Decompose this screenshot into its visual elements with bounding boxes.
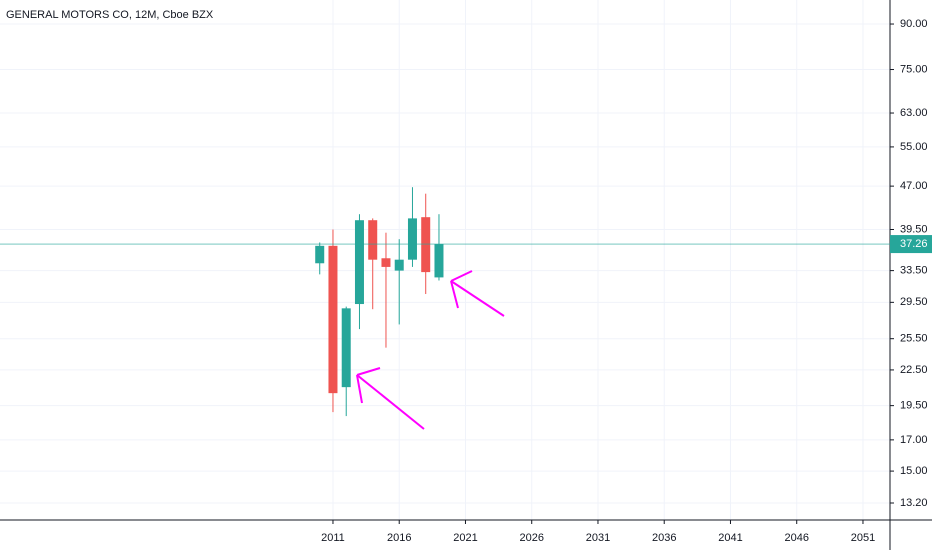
y-tick-label: 29.50	[900, 296, 928, 308]
candle-body	[315, 245, 325, 264]
y-tick-label: 22.50	[900, 364, 928, 376]
candle-body	[381, 258, 391, 267]
y-tick-label: 75.00	[900, 63, 928, 75]
candle-body	[434, 244, 444, 278]
candle-body	[394, 259, 404, 271]
y-tick-label: 13.20	[900, 497, 928, 509]
x-tick-label: 2031	[586, 532, 610, 544]
x-tick-label: 2011	[321, 532, 345, 544]
y-tick-label: 33.50	[900, 265, 928, 277]
candle-body	[328, 245, 338, 394]
x-tick-label: 2021	[453, 532, 477, 544]
x-tick-label: 2041	[718, 532, 742, 544]
y-tick-label: 90.00	[900, 18, 928, 30]
chart-title: GENERAL MOTORS CO, 12M, Cboe BZX	[6, 9, 214, 21]
last-price-tag	[890, 235, 932, 254]
y-tick-label: 63.00	[900, 107, 928, 119]
candle-body	[354, 220, 364, 305]
x-tick-label: 2051	[851, 532, 875, 544]
x-tick-label: 2026	[519, 532, 543, 544]
candle-body	[341, 308, 351, 388]
x-tick-label: 2046	[784, 532, 808, 544]
x-tick-label: 2036	[652, 532, 676, 544]
last-price-label: 37.26	[900, 238, 928, 250]
candle-body	[407, 218, 417, 260]
y-tick-label: 19.50	[900, 400, 928, 412]
y-tick-label: 25.50	[900, 333, 928, 345]
y-tick-label: 15.00	[900, 465, 928, 477]
drawing-arrow	[450, 270, 505, 317]
y-tick-label: 47.00	[900, 180, 928, 192]
y-tick-label: 17.00	[900, 434, 928, 446]
candle-body	[421, 217, 431, 273]
x-tick-label: 2016	[387, 532, 411, 544]
drawing-arrow	[356, 367, 425, 430]
grid	[0, 0, 890, 520]
y-tick-label: 55.00	[900, 141, 928, 153]
y-tick-label: 39.50	[900, 223, 928, 235]
candle-body	[368, 220, 378, 260]
